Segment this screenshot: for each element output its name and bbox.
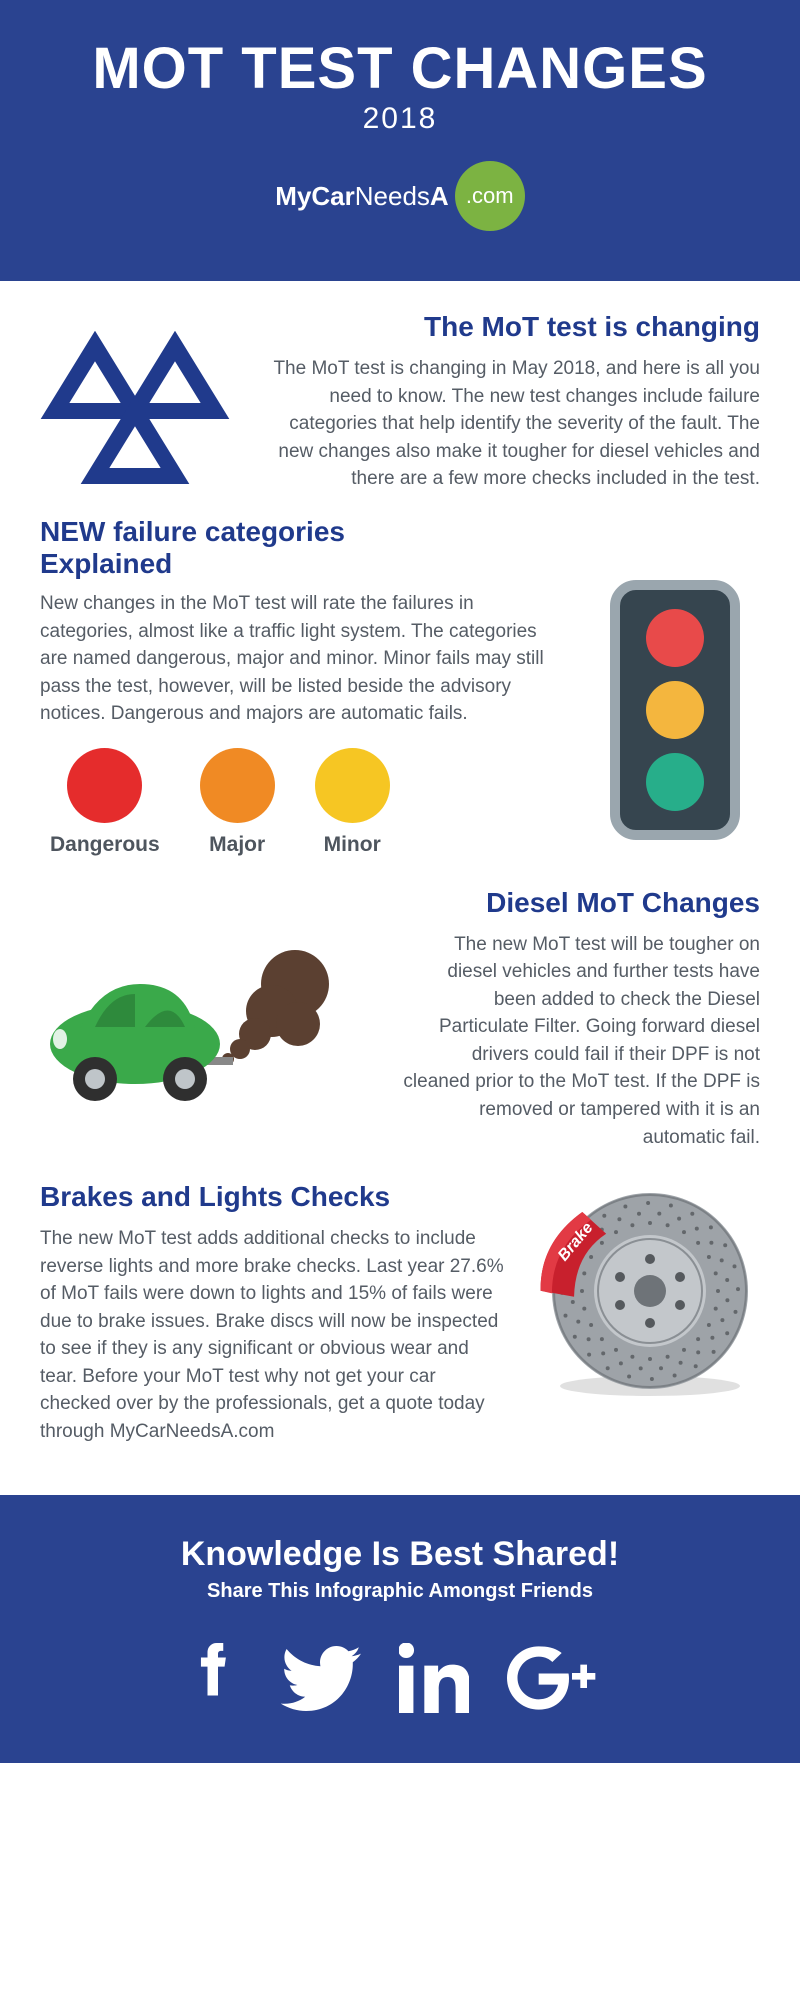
car-smoke-icon (40, 929, 350, 1109)
footer-sub: Share This Infographic Amongst Friends (20, 1580, 780, 1603)
category-major: Major (200, 748, 275, 857)
section2-title: NEW failure categories Explained (40, 516, 760, 580)
social-row (20, 1643, 780, 1713)
footer: Knowledge Is Best Shared! Share This Inf… (0, 1495, 800, 1763)
section-failure-categories: NEW failure categories Explained New cha… (40, 516, 760, 857)
content: The MoT test is changing The MoT test is… (0, 281, 800, 1495)
logo-text: MyCarNeedsA (275, 181, 448, 212)
header-year: 2018 (20, 102, 780, 136)
section4-body: The new MoT test adds additional checks … (40, 1225, 510, 1445)
section4-title: Brakes and Lights Checks (40, 1181, 510, 1213)
linkedin-icon[interactable] (399, 1643, 469, 1713)
page-title: MOT TEST CHANGES (20, 35, 780, 102)
mot-triangles-icon (40, 331, 230, 491)
facebook-icon[interactable] (193, 1643, 243, 1713)
category-dangerous: Dangerous (50, 748, 160, 857)
section-diesel: Diesel MoT Changes The new MoT test will… (40, 887, 760, 1151)
section3-body: The new MoT test will be tougher on dies… (400, 931, 760, 1151)
section3-title: Diesel MoT Changes (400, 887, 760, 919)
footer-heading: Knowledge Is Best Shared! (20, 1535, 780, 1574)
section1-title: The MoT test is changing (260, 311, 760, 343)
header: MOT TEST CHANGES 2018 MyCarNeedsA .com (0, 0, 800, 281)
twitter-icon[interactable] (281, 1643, 361, 1713)
section2-body: New changes in the MoT test will rate th… (40, 590, 560, 728)
category-dots: Dangerous Major Minor (50, 748, 560, 857)
brake-disc-icon: Brake (540, 1181, 760, 1401)
logo-dotcom-badge: .com (455, 161, 525, 231)
section1-body: The MoT test is changing in May 2018, an… (260, 355, 760, 493)
category-minor: Minor (315, 748, 390, 857)
logo: MyCarNeedsA .com (275, 161, 524, 231)
traffic-light-icon (610, 580, 740, 840)
googleplus-icon[interactable] (507, 1643, 607, 1713)
section-intro: The MoT test is changing The MoT test is… (40, 311, 760, 496)
section-brakes-lights: Brakes and Lights Checks The new MoT tes… (40, 1181, 760, 1445)
